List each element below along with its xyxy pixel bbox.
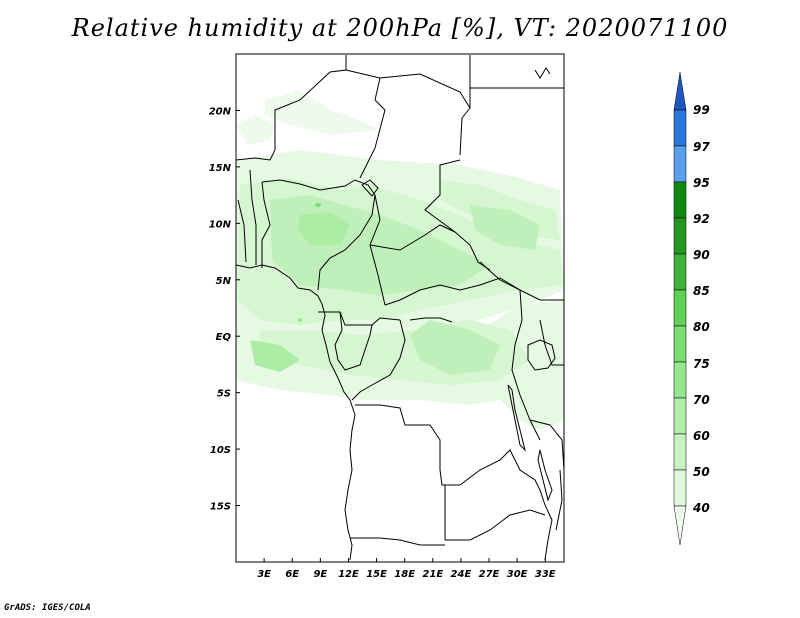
border-nigeria-cameroon xyxy=(317,194,376,291)
lon-label: 33E xyxy=(535,569,556,580)
grads-credit: GrADS: IGES/COLA xyxy=(4,603,91,613)
nile-delta xyxy=(534,67,551,79)
lat-label: 20N xyxy=(209,106,232,117)
border-chad-sudan xyxy=(424,159,491,271)
colorbar-label-80: 80 xyxy=(693,320,710,334)
colorbar-labels: 40 50 60 70 75 80 85 90 92 95 97 99 xyxy=(692,103,710,515)
colorbar-label-92: 92 xyxy=(693,212,710,226)
border-niger-nigeria xyxy=(261,179,376,196)
rh-core-70 xyxy=(298,212,350,245)
colorbar-bottom-triangle xyxy=(673,505,687,546)
lon-label: 9E xyxy=(313,569,327,580)
lat-label: 5N xyxy=(216,276,232,287)
lat-label: 10N xyxy=(209,219,232,230)
lat-label: 15N xyxy=(209,163,232,174)
lon-label: 24E xyxy=(451,569,472,580)
border-tanzania xyxy=(529,419,565,471)
lon-label: 27E xyxy=(479,569,500,580)
colorbar-label-70: 70 xyxy=(693,393,710,407)
colorbar-box-97 xyxy=(673,145,687,183)
border-libya-egypt xyxy=(459,55,471,156)
coastline-gulf-of-guinea xyxy=(235,264,356,561)
lon-label: 3E xyxy=(257,569,271,580)
border-cameroon-gabon xyxy=(318,311,401,326)
rh-patch-north-40 xyxy=(265,90,380,135)
lon-label: 18E xyxy=(394,569,415,580)
border-mozambique xyxy=(539,489,553,561)
border-car-chad xyxy=(369,224,456,251)
lake-malawi xyxy=(537,449,553,502)
lon-label: 15E xyxy=(366,569,387,580)
longitude-labels: 3E 6E 9E 12E 15E 18E 21E 24E 27E 30E 33E xyxy=(257,569,556,580)
lat-label: 5S xyxy=(217,389,231,400)
colorbar-box-92 xyxy=(673,217,687,255)
colorbar-box-70 xyxy=(673,397,687,435)
chart-title: Relative humidity at 200hPa [%], VT: 202… xyxy=(71,14,729,42)
rh-core-east-60 xyxy=(470,205,540,250)
border-kenya-uganda xyxy=(539,319,564,366)
colorbar: 40 50 60 70 75 80 85 90 92 95 97 99 xyxy=(673,71,710,546)
lon-label: 6E xyxy=(285,569,299,580)
border-togo-ghana xyxy=(237,199,247,263)
colorbar-label-95: 95 xyxy=(693,176,710,190)
colorbar-label-60: 60 xyxy=(693,429,710,443)
rh-spot-75 xyxy=(315,203,321,207)
lat-label: 15S xyxy=(210,502,231,513)
border-benin-togo xyxy=(249,169,257,265)
lon-label: 30E xyxy=(507,569,528,580)
rh-core-se-60 xyxy=(410,320,500,375)
lat-label: 10S xyxy=(210,445,231,456)
lat-label: EQ xyxy=(216,332,232,343)
colorbar-label-97: 97 xyxy=(693,140,710,154)
lon-label: 12E xyxy=(338,569,359,580)
border-gabon-congo xyxy=(334,311,373,371)
colorbar-box-85 xyxy=(673,289,687,327)
humidity-fields xyxy=(236,90,564,430)
colorbar-label-75: 75 xyxy=(693,357,710,371)
border-mali-niger xyxy=(235,55,347,161)
colorbar-box-80 xyxy=(673,325,687,363)
border-car-drc xyxy=(384,277,521,306)
rh-patch-sahara-40 xyxy=(236,115,275,145)
lon-label: 21E xyxy=(422,569,443,580)
lake-chad xyxy=(361,179,379,197)
map-frame xyxy=(235,53,565,563)
border-benin-nigeria xyxy=(261,181,271,268)
colorbar-label-99: 99 xyxy=(693,103,710,117)
colorbar-label-40: 40 xyxy=(692,501,710,515)
colorbar-label-90: 90 xyxy=(693,248,710,262)
colorbar-box-90 xyxy=(673,253,687,291)
colorbar-box-75 xyxy=(673,361,687,399)
border-drc-angola xyxy=(355,404,460,486)
colorbar-box-95 xyxy=(673,181,687,219)
border-congo-drc xyxy=(351,319,406,401)
rh-core-sw-70 xyxy=(250,340,300,372)
colorbar-label-85: 85 xyxy=(693,284,710,298)
colorbar-top-triangle xyxy=(673,71,687,111)
colorbar-box-99 xyxy=(673,109,687,147)
colorbar-label-50: 50 xyxy=(693,465,710,479)
border-angola-namibia xyxy=(350,537,445,546)
latitude-labels: 20N 15N 10N 5N EQ 5S 10S 15S xyxy=(209,106,232,512)
axis-ticks xyxy=(236,109,546,562)
border-zambia-zimbabwe xyxy=(445,509,546,541)
colorbar-box-60 xyxy=(673,433,687,471)
border-niger-chad xyxy=(345,69,386,179)
border-drc-zambia xyxy=(459,449,541,491)
border-libya-chad xyxy=(379,73,471,109)
river-congo xyxy=(409,317,453,323)
rh-spot-75b xyxy=(298,318,302,322)
coast-east xyxy=(555,469,563,531)
colorbar-box-50 xyxy=(673,469,687,507)
lake-victoria xyxy=(527,339,556,371)
country-boundaries xyxy=(235,55,565,561)
lake-tanganyika xyxy=(507,384,526,452)
